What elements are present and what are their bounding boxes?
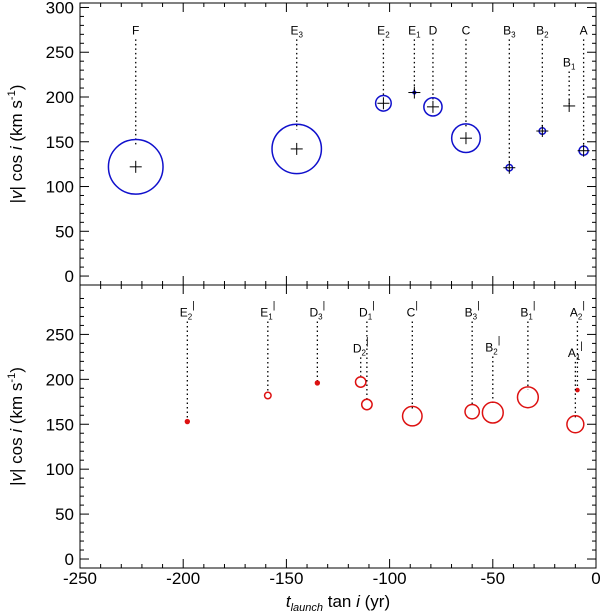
point-label: D1| (359, 300, 375, 321)
y-tick-label: 300 (46, 0, 74, 17)
x-tick-label: -150 (269, 569, 303, 588)
panel-top: 0 50 100 150 200 250 300 |v| cos i (km s-1) F E3 E… (6, 0, 597, 286)
y-tick-label: 50 (55, 505, 74, 524)
marker-circle (374, 94, 392, 112)
data-point-d3p: D3| (309, 300, 325, 386)
marker-circle (566, 415, 585, 434)
y-tick-label: 150 (46, 133, 74, 152)
point-label: A (580, 23, 588, 37)
data-point-cp: C| (401, 300, 423, 427)
marker-circle (575, 387, 580, 393)
y-tick-label: 150 (46, 415, 74, 434)
point-label: A1| (568, 341, 583, 362)
data-point-a1p: A1| (566, 341, 585, 434)
point-label: D (429, 23, 438, 37)
y-axis-title: |v| cos i (km s-1) (6, 85, 26, 204)
point-label: E2| (180, 300, 195, 321)
point-label: B3 (503, 23, 516, 39)
plot-frame (79, 284, 597, 569)
x-tick-label: -200 (166, 569, 200, 588)
y-tick-label: 250 (46, 325, 74, 344)
y-tick-label: 100 (46, 460, 74, 479)
x-tick-label: 0 (591, 569, 600, 588)
data-point-d1p: D1| (359, 300, 375, 411)
data-point-b2p: B2| (481, 335, 504, 424)
data-point-e3: E3 (271, 23, 323, 175)
marker-circle (481, 401, 504, 424)
marker-circle (464, 403, 481, 420)
data-point-a2p: A2| (570, 300, 585, 393)
point-label: D3| (309, 300, 325, 321)
data-point-d: D (423, 23, 443, 117)
point-label: C| (407, 300, 418, 319)
x-tick-label: -250 (63, 569, 97, 588)
marker-circle (360, 398, 373, 411)
y-tick-label: 200 (46, 88, 74, 107)
point-label: B2 (536, 23, 549, 39)
marker-circle (314, 380, 321, 386)
data-point-f: F (107, 23, 164, 195)
x-axis: -250 -200 -150 -100 -50 0 tlaunch tan i (yr) (63, 569, 600, 613)
data-point-b3p: B3| (464, 300, 481, 420)
x-axis-title: tlaunch tan i (yr) (286, 592, 390, 613)
data-point-e2p: E2| (180, 300, 195, 425)
point-label: F (132, 23, 139, 37)
x-tick-label: -50 (481, 569, 506, 588)
panel-bottom: 0 50 100 150 200 250 |v| cos i (km s-1) E2| E1| D… (6, 284, 597, 569)
data-point-e1p: E1| (260, 300, 275, 400)
point-label: B1 (563, 56, 576, 72)
point-label: B1| (520, 300, 535, 321)
data-point-b2: B2 (536, 23, 549, 138)
data-point-c: C (450, 23, 482, 154)
point-label: B3| (465, 300, 480, 321)
point-label: E1| (260, 300, 275, 321)
marker-circle (423, 96, 443, 117)
y-tick-label: 0 (65, 550, 74, 569)
marker-circle (450, 123, 482, 154)
y-tick-label: 50 (55, 222, 74, 241)
data-point-e2: E2 (374, 23, 392, 112)
plot-frame (79, 2, 597, 286)
point-label: C (462, 23, 471, 37)
y-tick-label: 0 (65, 267, 74, 286)
marker-circle (263, 391, 272, 400)
point-label: D2| (353, 336, 369, 357)
y-tick-label: 100 (46, 178, 74, 197)
y-tick-label: 250 (46, 43, 74, 62)
data-point-b3: B3 (503, 23, 516, 174)
marker-circle (184, 418, 191, 425)
data-point-d2p: D2| (353, 336, 369, 388)
point-label: A2| (570, 300, 585, 321)
marker-circle (401, 405, 423, 427)
data-point-b1p: B1| (516, 300, 540, 409)
data-point-b1: B1 (563, 56, 576, 112)
data-point-a: A (577, 23, 590, 157)
y-tick-label: 200 (46, 370, 74, 389)
y-axis-title: |v| cos i (km s-1) (6, 367, 26, 486)
marker-circle (354, 376, 367, 388)
point-label: B2| (485, 335, 500, 356)
marker-circle (271, 123, 323, 175)
data-point-e1: E1 (408, 23, 421, 99)
x-tick-label: -100 (373, 569, 407, 588)
marker-circle (516, 386, 540, 409)
point-label: E2 (377, 23, 390, 39)
point-label: E3 (290, 23, 303, 39)
marker-circle (107, 138, 164, 195)
point-label: E1 (408, 23, 421, 39)
